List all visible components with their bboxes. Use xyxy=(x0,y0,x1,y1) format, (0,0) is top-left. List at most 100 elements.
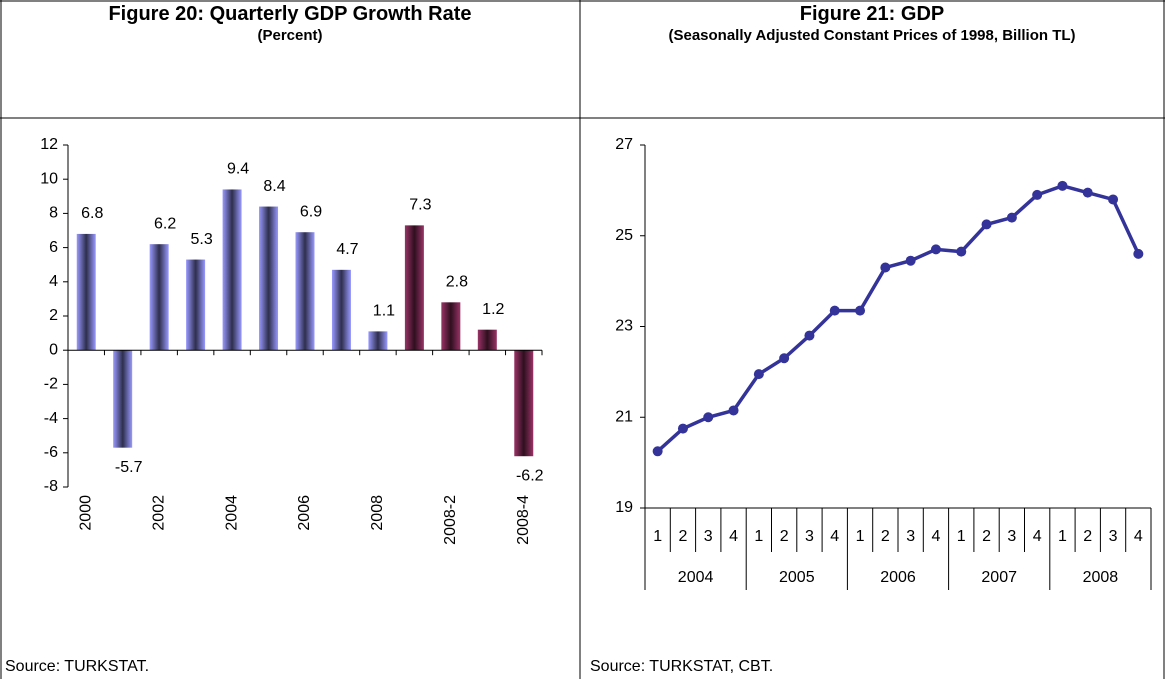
data-label: 6.8 xyxy=(81,205,103,222)
x-tick-label: 3 xyxy=(1109,528,1118,545)
data-label: 6.9 xyxy=(300,203,322,220)
x-tick-label: 2006 xyxy=(296,495,313,531)
x-group-label: 2005 xyxy=(779,569,815,586)
x-tick-label: 4 xyxy=(1134,528,1143,545)
x-tick-label: 2008 xyxy=(369,495,386,531)
y-tick-label: -2 xyxy=(44,376,58,393)
bar xyxy=(222,189,242,351)
marker xyxy=(753,369,764,380)
x-tick-label: 3 xyxy=(704,528,713,545)
bar xyxy=(113,350,133,448)
y-tick-label: 4 xyxy=(49,273,58,290)
title: Figure 21: GDP xyxy=(799,3,945,25)
x-tick-label: 3 xyxy=(805,528,814,545)
data-label: 1.1 xyxy=(373,303,395,320)
marker xyxy=(1057,180,1068,191)
marker xyxy=(1108,194,1119,205)
y-tick-label: -4 xyxy=(44,410,58,427)
x-tick-label: 2002 xyxy=(150,495,167,531)
bar xyxy=(368,331,388,351)
x-group-label: 2007 xyxy=(981,569,1017,586)
marker xyxy=(1032,189,1043,200)
x-tick-label: 1 xyxy=(653,528,662,545)
marker xyxy=(728,405,739,416)
bar xyxy=(186,259,206,351)
x-tick-label: 2004 xyxy=(223,495,240,531)
marker xyxy=(652,446,663,457)
data-label: 8.4 xyxy=(263,178,285,195)
bar xyxy=(331,269,351,351)
y-tick-label: 10 xyxy=(40,170,58,187)
bar xyxy=(295,232,315,351)
y-tick-label: 25 xyxy=(615,227,633,244)
x-tick-label: 2 xyxy=(678,528,687,545)
x-tick-label: 3 xyxy=(1007,528,1016,545)
marker xyxy=(1082,187,1093,198)
marker xyxy=(880,262,891,273)
bar xyxy=(149,244,169,351)
marker xyxy=(804,330,815,341)
bar xyxy=(404,225,424,351)
data-label: -5.7 xyxy=(115,459,143,476)
bar xyxy=(441,302,461,351)
x-tick-label: 2008-4 xyxy=(515,495,532,545)
y-tick-label: 2 xyxy=(49,307,58,324)
marker xyxy=(677,423,688,434)
marker xyxy=(1006,212,1017,223)
data-label: 7.3 xyxy=(409,197,431,214)
x-tick-label: 2000 xyxy=(77,495,94,531)
data-label: 2.8 xyxy=(446,274,468,291)
x-tick-label: 1 xyxy=(1058,528,1067,545)
x-group-label: 2006 xyxy=(880,569,916,586)
marker xyxy=(1133,248,1144,259)
data-label: 4.7 xyxy=(336,241,358,258)
y-tick-label: 6 xyxy=(49,239,58,256)
marker xyxy=(703,412,714,423)
marker xyxy=(956,246,967,257)
x-tick-label: 1 xyxy=(957,528,966,545)
bar xyxy=(76,233,96,351)
x-tick-label: 2 xyxy=(1083,528,1092,545)
x-group-label: 2008 xyxy=(1083,569,1119,586)
y-tick-label: 21 xyxy=(615,408,633,425)
data-label: -6.2 xyxy=(516,467,544,484)
y-tick-label: -8 xyxy=(44,478,58,495)
x-tick-label: 4 xyxy=(729,528,738,545)
header: Figure 21: GDP (Seasonally Adjusted Cons… xyxy=(592,2,1152,45)
subtitle: (Percent) xyxy=(257,27,323,44)
y-tick-label: 8 xyxy=(49,205,58,222)
marker xyxy=(855,305,866,316)
x-tick-label: 1 xyxy=(754,528,763,545)
bar xyxy=(514,350,534,457)
x-tick-label: 4 xyxy=(931,528,940,545)
data-label: 1.2 xyxy=(482,301,504,318)
marker xyxy=(981,219,992,230)
bar xyxy=(259,206,279,351)
y-tick-label: 0 xyxy=(49,341,58,358)
x-tick-label: 2 xyxy=(982,528,991,545)
marker xyxy=(829,305,840,316)
y-tick-label: 27 xyxy=(615,136,633,153)
marker xyxy=(779,353,790,364)
x-tick-label: 2 xyxy=(780,528,789,545)
data-label: 5.3 xyxy=(190,231,212,248)
x-tick-label: 4 xyxy=(1033,528,1042,545)
title: Figure 20: Quarterly GDP Growth Rate xyxy=(108,3,472,25)
marker xyxy=(905,255,916,266)
data-label: 6.2 xyxy=(154,215,176,232)
x-tick-label: 2 xyxy=(881,528,890,545)
marker xyxy=(930,244,941,255)
data-label: 9.4 xyxy=(227,161,249,178)
x-tick-label: 2008-2 xyxy=(442,495,459,545)
x-group-label: 2004 xyxy=(678,569,714,586)
y-tick-label: 23 xyxy=(615,318,633,335)
bar xyxy=(477,329,497,351)
x-tick-label: 3 xyxy=(906,528,915,545)
y-tick-label: 12 xyxy=(40,136,58,153)
x-tick-label: 4 xyxy=(830,528,839,545)
source: Source: TURKSTAT. xyxy=(5,658,150,675)
source: Source: TURKSTAT, CBT. xyxy=(590,658,774,675)
y-tick-label: 19 xyxy=(615,499,633,516)
